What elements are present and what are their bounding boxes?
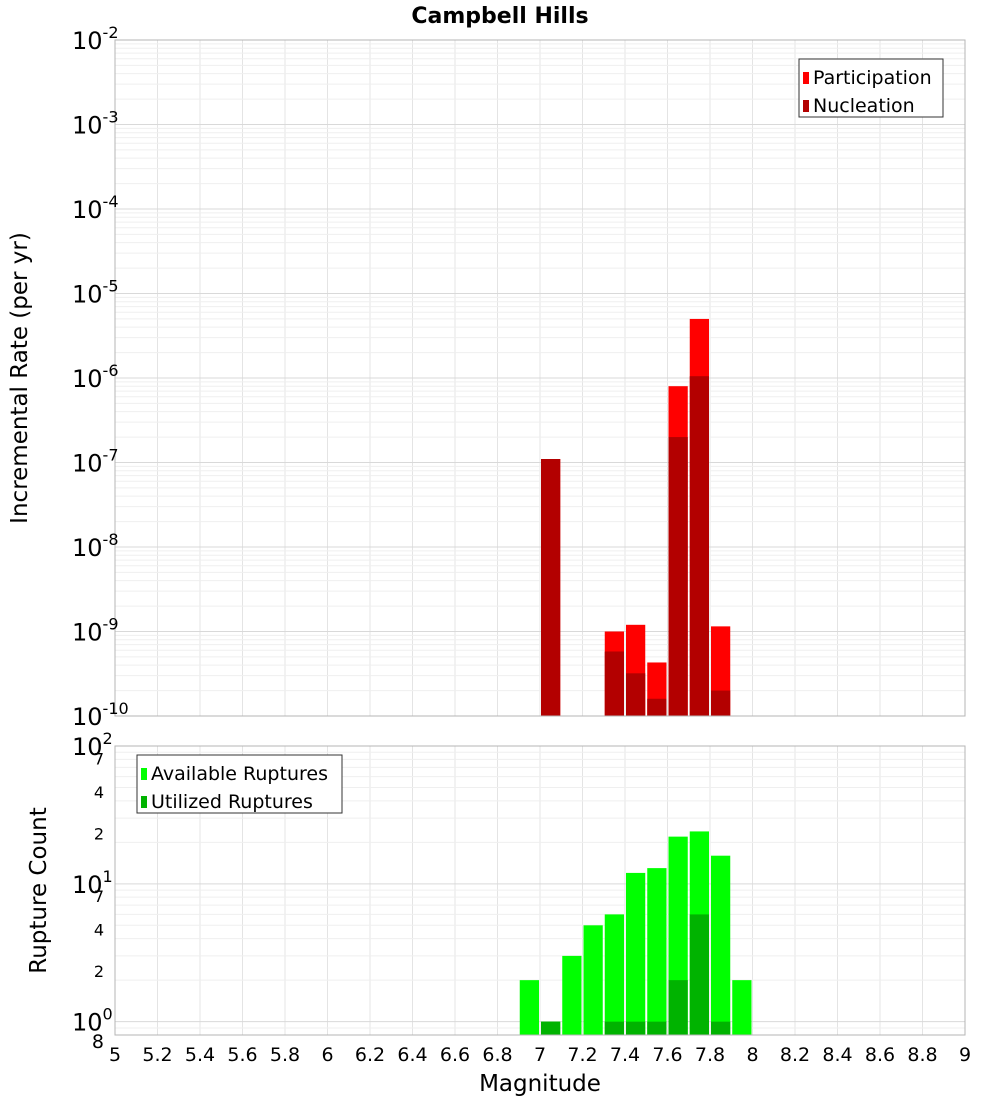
top-y-tick-labels: 10-10 10-9 10-8 10-7 10-6 10-5 10-4 10-3 10-2 xyxy=(72,23,129,731)
y-tick-label: 101 xyxy=(72,867,113,899)
y-minor-tick-label: 2 xyxy=(94,824,104,843)
top-y-axis-label: Incremental Rate (per yr) xyxy=(7,232,33,524)
y-minor-tick-label: 4 xyxy=(94,783,104,802)
nucleation-bar xyxy=(668,437,688,716)
nucleation-bar xyxy=(626,673,646,716)
y-tick-label: 100 xyxy=(72,1005,113,1037)
grid-lines xyxy=(114,40,966,1036)
legend-swatch xyxy=(803,100,809,112)
x-tick-label: 6.2 xyxy=(355,1044,385,1066)
x-tick-label: 6 xyxy=(321,1044,333,1066)
y-tick-label: 10-10 xyxy=(72,699,129,731)
nucleation-bar xyxy=(689,376,709,716)
y-minor-tick-label: 4 xyxy=(94,921,104,940)
x-tick-label: 8.6 xyxy=(865,1044,895,1066)
utilized-ruptures-bar xyxy=(668,980,688,1035)
bottom-y-tick-labels: 100 101 102 8 2 4 7 2 4 7 xyxy=(72,729,113,1053)
nucleation-bar xyxy=(604,651,624,716)
x-tick-label: 6.6 xyxy=(440,1044,470,1066)
utilized-ruptures-bar xyxy=(541,1021,561,1035)
y-tick-label: 10-6 xyxy=(72,361,119,393)
y-minor-tick-label: 7 xyxy=(94,749,104,768)
nucleation-bar xyxy=(541,459,561,716)
legend-box xyxy=(798,58,944,118)
available-ruptures-bar xyxy=(519,980,539,1035)
x-tick-label: 8.4 xyxy=(822,1044,852,1066)
x-tick-label: 6.8 xyxy=(482,1044,512,1066)
legend-box xyxy=(136,754,343,814)
utilized-ruptures-bar xyxy=(689,914,709,1035)
x-tick-label: 7.4 xyxy=(610,1044,640,1066)
top-legend: Participation Nucleation xyxy=(798,58,944,118)
x-tick-label: 5.2 xyxy=(142,1044,172,1066)
x-tick-label: 5.6 xyxy=(227,1044,257,1066)
y-minor-tick-label: 2 xyxy=(94,962,104,981)
utilized-ruptures-bar xyxy=(647,1021,667,1035)
available-ruptures-bar xyxy=(711,855,731,1035)
x-tick-label: 5 xyxy=(109,1044,121,1066)
available-ruptures-bar xyxy=(562,955,582,1035)
legend-swatch xyxy=(803,72,809,84)
legend-label: Participation xyxy=(813,67,932,89)
x-tick-label: 8.2 xyxy=(780,1044,810,1066)
y-tick-label: 10-4 xyxy=(72,192,119,224)
y-tick-label: 10-5 xyxy=(72,277,119,309)
available-ruptures-bar xyxy=(583,925,603,1035)
bottom-y-axis-label: Rupture Count xyxy=(26,807,52,973)
x-tick-label: 5.8 xyxy=(270,1044,300,1066)
legend-swatch xyxy=(141,796,147,808)
x-axis-label: Magnitude xyxy=(479,1071,601,1097)
legend-label: Utilized Ruptures xyxy=(151,791,313,813)
x-tick-label: 9 xyxy=(959,1044,971,1066)
available-ruptures-bar xyxy=(732,980,752,1035)
x-tick-labels: 5 5.2 5.4 5.6 5.8 6 6.2 6.4 6.6 6.8 7 7.2 7.4 7.6 7.8 8… xyxy=(109,1044,971,1066)
bottom-plot-frame xyxy=(114,745,966,1036)
available-ruptures-bar xyxy=(626,872,646,1035)
rupture-count-bars xyxy=(519,831,752,1035)
available-ruptures-bar xyxy=(604,914,624,1035)
y-tick-label: 10-7 xyxy=(72,446,119,478)
y-tick-label: 10-2 xyxy=(72,23,119,55)
x-tick-label: 8 xyxy=(746,1044,758,1066)
legend-label: Nucleation xyxy=(813,95,915,117)
x-tick-label: 7.8 xyxy=(695,1044,725,1066)
participation-nucleation-bars xyxy=(541,318,731,716)
utilized-ruptures-bar xyxy=(604,1021,624,1035)
top-plot-frame xyxy=(114,39,966,717)
x-tick-label: 8.8 xyxy=(907,1044,937,1066)
x-tick-label: 7.6 xyxy=(652,1044,682,1066)
x-tick-label: 5.4 xyxy=(185,1044,215,1066)
chart-title: Campbell Hills xyxy=(411,4,588,29)
available-ruptures-bar xyxy=(647,868,667,1035)
bottom-legend: Available Ruptures Utilized Ruptures xyxy=(136,754,343,814)
nucleation-bar xyxy=(711,690,731,716)
nucleation-bar xyxy=(647,698,667,716)
legend-swatch xyxy=(141,768,147,780)
x-tick-label: 7.2 xyxy=(567,1044,597,1066)
y-tick-label: 10-9 xyxy=(72,615,119,647)
y-tick-label: 102 xyxy=(72,729,113,761)
utilized-ruptures-bar xyxy=(626,1021,646,1035)
y-minor-tick-label: 8 xyxy=(92,1031,104,1053)
legend-label: Available Ruptures xyxy=(151,763,328,785)
utilized-ruptures-bar xyxy=(711,1021,731,1035)
y-tick-label: 10-8 xyxy=(72,530,119,562)
x-tick-label: 7 xyxy=(534,1044,546,1066)
y-minor-tick-label: 7 xyxy=(94,887,104,906)
x-tick-label: 6.4 xyxy=(397,1044,427,1066)
y-tick-label: 10-3 xyxy=(72,108,119,140)
